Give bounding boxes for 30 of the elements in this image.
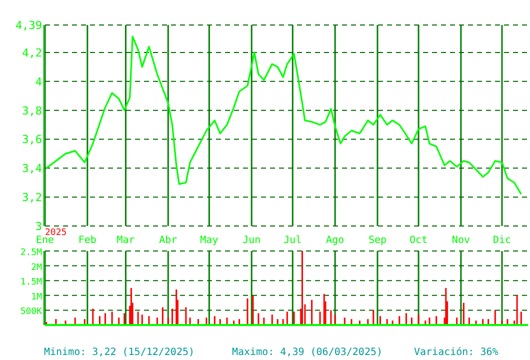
- x-tick-label: May: [200, 235, 218, 246]
- text: Variación: 36%: [414, 347, 498, 358]
- x-tick-label: Mar: [116, 235, 135, 246]
- x-tick-label: Feb: [78, 235, 96, 246]
- line-series: [46, 36, 522, 195]
- x-tick-label: Nov: [452, 235, 470, 246]
- x-tick-label: Abr: [159, 235, 178, 246]
- x-tick-label: Ago: [326, 235, 344, 246]
- y-tick-label: 3,2: [22, 191, 42, 204]
- text: 2025: [45, 228, 67, 238]
- y-tick-label: 3,6: [22, 133, 42, 146]
- text: Maximo: 4,39 (06/03/2025): [232, 347, 383, 358]
- y-tick-label: 4,39: [16, 19, 42, 32]
- x-tick-label: Jul: [284, 235, 302, 246]
- y-tick-label: 3,4: [22, 162, 42, 176]
- y-tick-label: 4: [35, 75, 42, 88]
- y-tick-label: 3,8: [22, 104, 42, 118]
- x-tick-label: Jun: [242, 235, 261, 246]
- y-tick-label: 1M: [31, 292, 43, 302]
- y-tick-label: 3: [35, 220, 42, 233]
- x-tick-label: Ene: [36, 235, 54, 246]
- y-tick-label: 4,2: [22, 46, 42, 60]
- x-tick-label: Oct: [410, 235, 428, 246]
- x-tick-label: Sep: [368, 235, 387, 246]
- text: Minimo: 3,22 (15/12/2025): [44, 347, 195, 358]
- y-tick-label: 500K: [20, 307, 43, 318]
- y-tick-label: 1.5M: [20, 278, 43, 288]
- y-tick-label: 2M: [31, 262, 43, 273]
- x-tick-label: Dic: [492, 235, 512, 246]
- y-tick-label: 2.5M: [20, 248, 43, 258]
